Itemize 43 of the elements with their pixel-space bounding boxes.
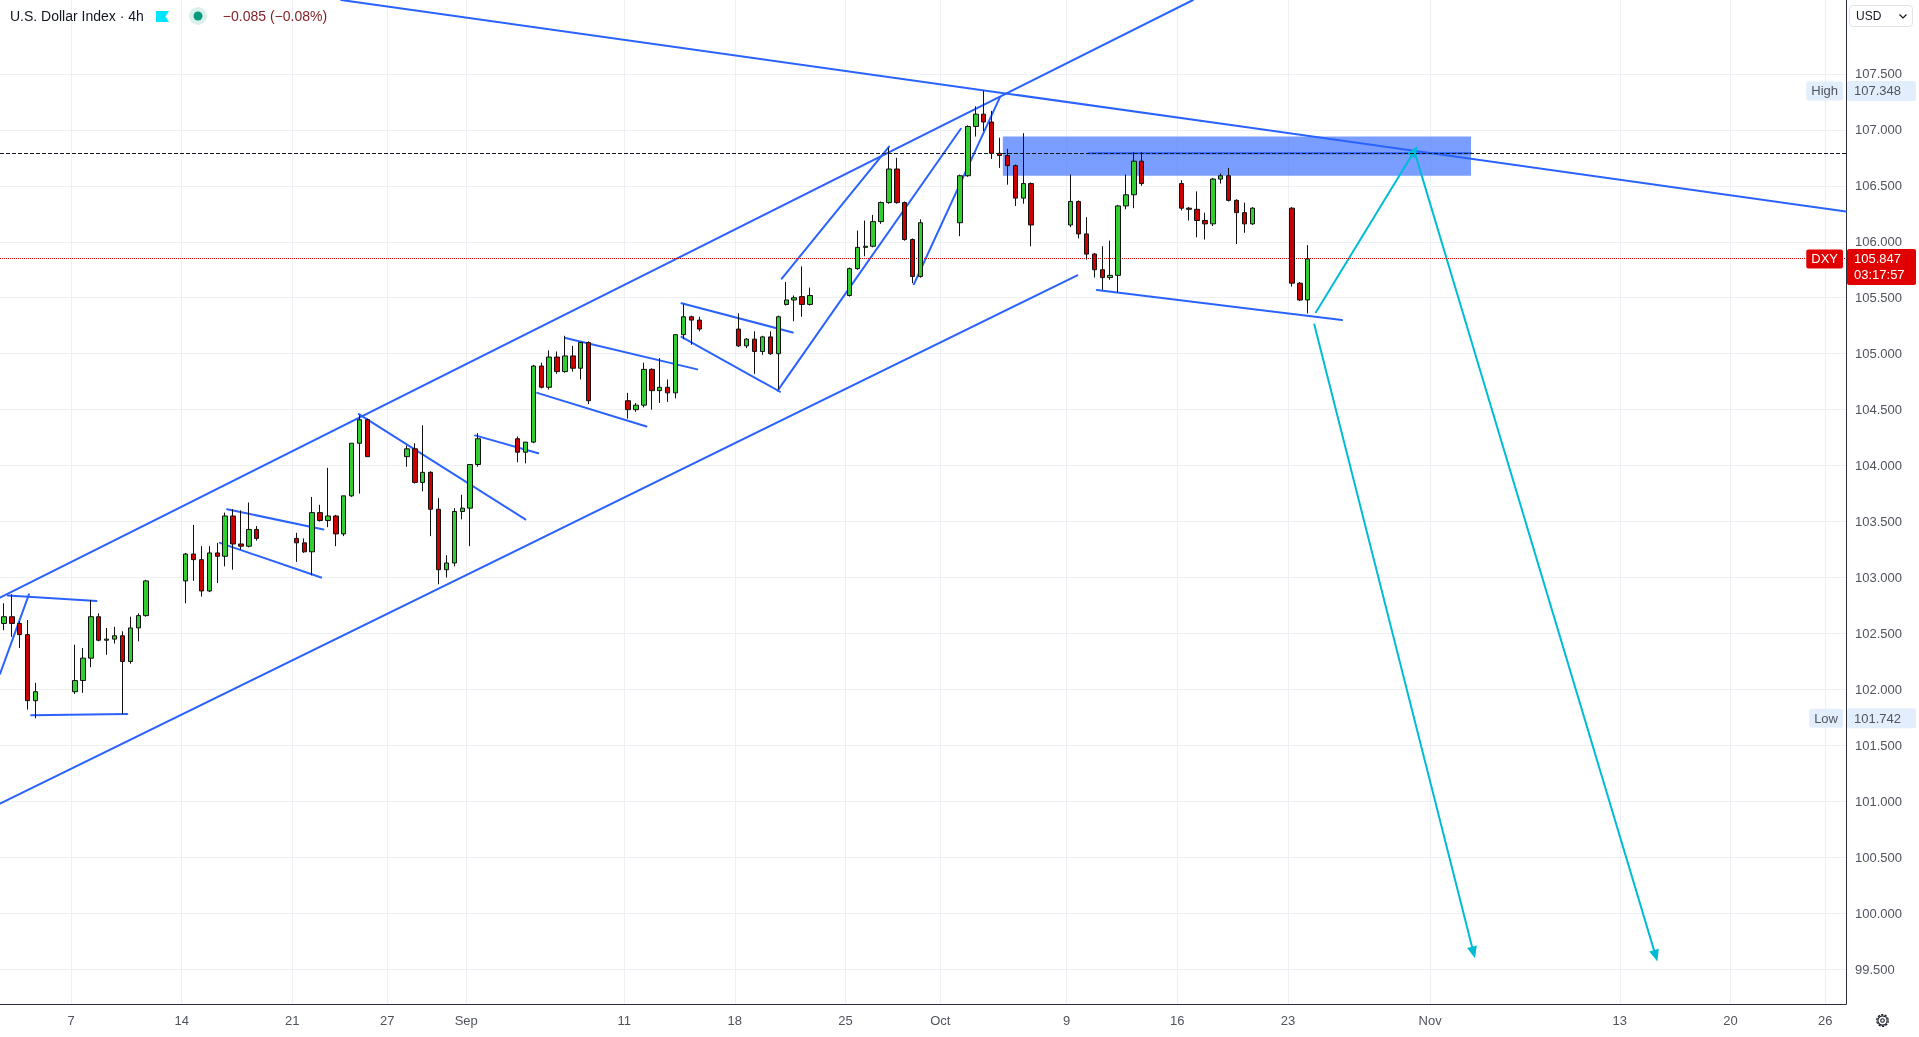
text: 03:17:57	[1854, 267, 1905, 283]
y-tick-label: 106.500	[1855, 178, 1902, 194]
x-tick-label: 9	[1063, 1013, 1071, 1028]
text: U.S. Dollar Index · 4h	[10, 8, 144, 24]
annotation: Low	[1814, 710, 1839, 726]
y-tick-label: 106.000	[1855, 234, 1902, 250]
text: −0.085 (−0.08%)	[222, 8, 328, 24]
x-tick-label: 25	[838, 1013, 853, 1028]
x-tick-label: 11	[617, 1013, 631, 1028]
y-tick-label: 102.500	[1855, 626, 1902, 642]
y-tick-label: 104.500	[1855, 402, 1902, 418]
y-tick-label: 107.000	[1855, 122, 1902, 138]
x-tick-label: 23	[1280, 1013, 1296, 1028]
text: 105.847	[1854, 251, 1901, 267]
y-tick-label: 107.500	[1855, 66, 1902, 82]
y-tick-label: 102.000	[1855, 681, 1902, 697]
y-tick-label: 100.000	[1855, 905, 1902, 921]
text: 107.348	[1854, 83, 1901, 99]
x-tick-label: Nov	[1418, 1013, 1443, 1028]
y-tick-label: 103.500	[1855, 514, 1902, 530]
x-tick-label: 13	[1612, 1013, 1628, 1028]
y-tick-label: 104.000	[1855, 458, 1902, 474]
x-tick-label: 27	[379, 1013, 395, 1028]
x-tick-label: 20	[1723, 1013, 1738, 1028]
y-tick-label: 101.500	[1855, 737, 1902, 753]
y-tick-label: 100.500	[1855, 849, 1902, 865]
y-tick-label: 105.000	[1855, 346, 1902, 362]
ref-line-label: DXY	[1811, 251, 1839, 267]
x-tick-label: 21	[285, 1013, 300, 1028]
y-tick-label: 105.500	[1855, 290, 1902, 306]
y-tick-label: 99.500	[1855, 961, 1895, 977]
x-tick-label: Oct	[930, 1013, 951, 1028]
y-tick-label: 101.000	[1855, 793, 1902, 809]
x-tick-label: 14	[174, 1013, 189, 1028]
y-axis-title: USD	[1856, 9, 1882, 23]
y-tick-label: 103.000	[1855, 570, 1902, 586]
x-tick-label: 16	[1170, 1013, 1185, 1028]
x-tick-label: 7	[67, 1013, 75, 1028]
annotation: High	[1811, 83, 1838, 99]
text: 101.742	[1854, 710, 1901, 726]
x-tick-label: 26	[1818, 1013, 1833, 1028]
x-tick-label: Sep	[454, 1013, 478, 1028]
x-tick-label: 18	[727, 1013, 743, 1028]
